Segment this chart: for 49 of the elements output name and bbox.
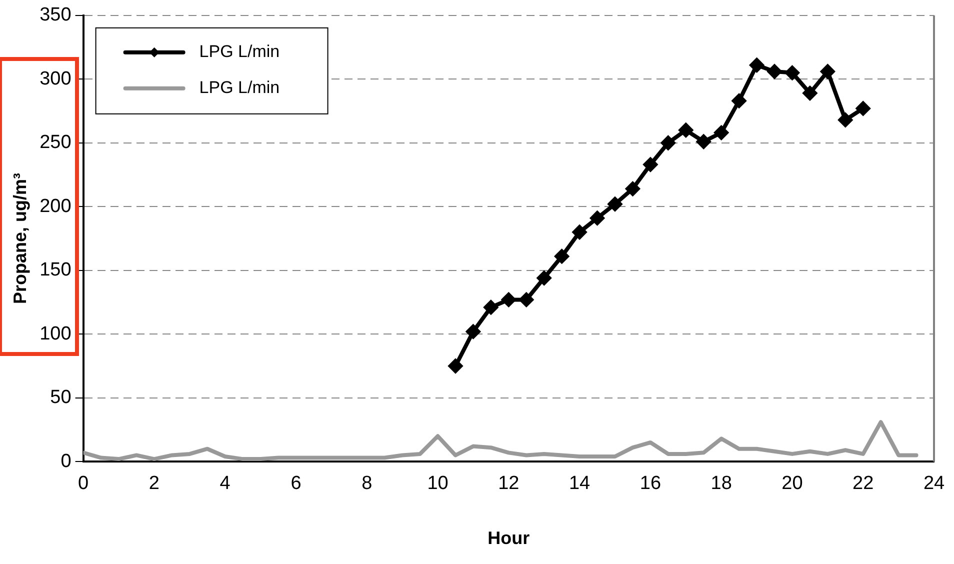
- y-tick-label: 100: [40, 323, 72, 344]
- point: [732, 94, 746, 108]
- x-tick-label: 20: [782, 473, 803, 494]
- x-tick-label: 12: [498, 473, 520, 494]
- point: [608, 197, 622, 212]
- y-tick-label: 0: [60, 450, 72, 472]
- point: [785, 66, 800, 80]
- x-tick-label: 14: [568, 473, 591, 494]
- x-axis-title: Hour: [488, 528, 530, 548]
- point: [643, 158, 658, 172]
- x-tick-label: 18: [710, 473, 732, 494]
- point: [750, 58, 764, 72]
- x-tick-label: 2: [148, 473, 160, 494]
- point: [626, 182, 640, 196]
- point: [502, 292, 516, 307]
- y-tick-label: 50: [50, 387, 72, 408]
- point: [519, 292, 534, 307]
- point: [661, 136, 676, 150]
- x-tick-label: 10: [427, 473, 448, 494]
- legend-label: LPG L/min: [199, 42, 280, 62]
- point: [802, 86, 817, 100]
- x-tick-label: 8: [362, 473, 372, 494]
- point: [838, 112, 852, 127]
- legend-label: LPG L/min: [199, 78, 280, 98]
- point: [448, 358, 462, 373]
- x-tick-label: 16: [640, 473, 662, 494]
- x-tick-label: 24: [923, 473, 945, 494]
- point: [572, 225, 587, 240]
- point: [466, 324, 480, 339]
- point: [537, 271, 552, 286]
- point: [554, 249, 569, 264]
- point: [696, 134, 711, 149]
- y-tick-label: 200: [40, 196, 72, 217]
- y-tick-label: 250: [40, 132, 72, 154]
- point: [714, 126, 728, 140]
- x-tick-label: 6: [290, 473, 302, 494]
- point: [590, 211, 604, 226]
- point: [856, 101, 870, 116]
- point: [767, 64, 782, 78]
- x-tick-label: 4: [220, 473, 231, 494]
- point: [484, 300, 498, 314]
- point: [820, 64, 835, 78]
- y-axis-title: Propane, ug/m³: [10, 172, 30, 304]
- point: [678, 123, 693, 138]
- y-tick-label: 150: [40, 260, 72, 281]
- y-tick-label: 300: [40, 68, 72, 90]
- x-tick-label: 22: [852, 473, 874, 494]
- y-tick-label: 350: [40, 4, 72, 26]
- x-tick-label: 0: [78, 473, 89, 494]
